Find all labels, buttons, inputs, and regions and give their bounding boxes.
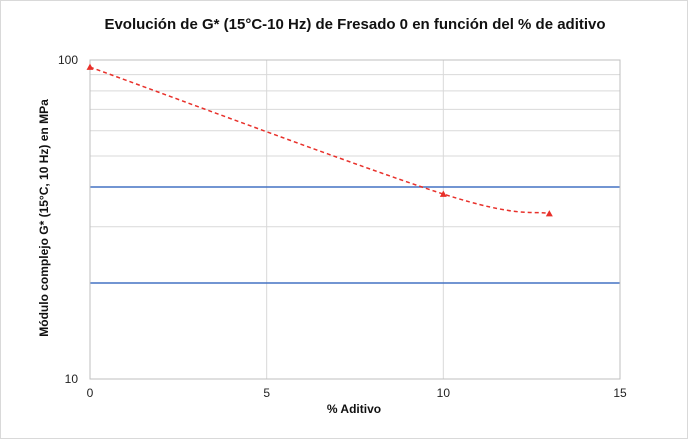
data-point-2 <box>545 210 553 217</box>
y-tick-label-100: 100 <box>58 53 78 67</box>
gridlines <box>89 60 621 379</box>
reference-lines <box>90 186 620 284</box>
data-series <box>86 63 553 217</box>
x-tick-label-10: 10 <box>437 386 451 400</box>
x-tick-label-15: 15 <box>613 386 627 400</box>
x-axis-label: % Aditivo <box>327 402 381 416</box>
plot-area-border <box>89 59 621 380</box>
data-point-1 <box>439 190 447 197</box>
x-tick-label-0: 0 <box>87 386 94 400</box>
x-tick-label-5: 5 <box>263 386 270 400</box>
y-axis-tick-labels: 100 10 <box>58 53 78 386</box>
y-tick-label-10: 10 <box>65 372 79 386</box>
chart-title: Evolución de G* (15°C-10 Hz) de Fresado … <box>104 16 605 33</box>
x-axis-tick-labels: 0 5 10 15 <box>87 386 627 400</box>
data-point-0 <box>86 63 94 70</box>
series-line-0 <box>89 66 550 215</box>
y-axis-label: Módulo complejo G* (15°C, 10 Hz) en MPa <box>37 99 51 337</box>
